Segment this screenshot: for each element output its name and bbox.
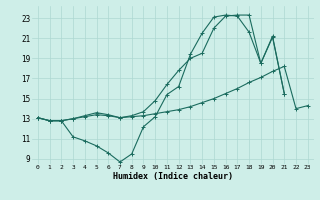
X-axis label: Humidex (Indice chaleur): Humidex (Indice chaleur) bbox=[113, 172, 233, 181]
